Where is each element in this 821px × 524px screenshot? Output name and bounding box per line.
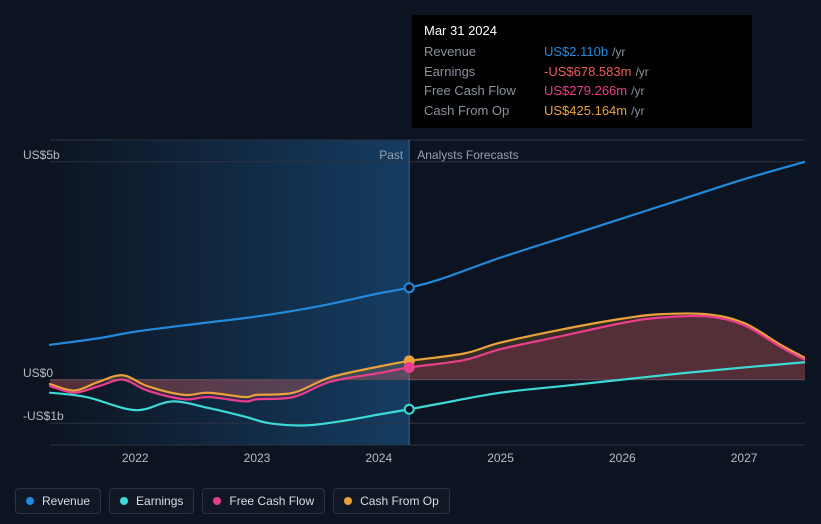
x-axis-label: 2022 — [122, 451, 149, 465]
tooltip-date: Mar 31 2024 — [424, 23, 740, 38]
legend-swatch — [26, 497, 34, 505]
legend-label: Earnings — [136, 494, 183, 508]
legend-label: Cash From Op — [360, 494, 439, 508]
tooltip-label: Earnings — [424, 62, 544, 82]
y-axis-label: US$5b — [23, 148, 60, 162]
x-axis-label: 2027 — [731, 451, 758, 465]
legend-item[interactable]: Earnings — [109, 488, 194, 514]
y-axis-label: -US$1b — [23, 409, 64, 423]
legend-label: Revenue — [42, 494, 90, 508]
legend-item[interactable]: Cash From Op — [333, 488, 450, 514]
x-axis-label: 2024 — [365, 451, 392, 465]
forecast-label: Analysts Forecasts — [417, 148, 518, 162]
tooltip-row: Free Cash FlowUS$279.266m/yr — [424, 81, 740, 101]
x-axis-label: 2023 — [244, 451, 271, 465]
x-axis-label: 2025 — [487, 451, 514, 465]
legend: Revenue Earnings Free Cash Flow Cash From O… — [15, 488, 450, 514]
tooltip-value: US$279.266m — [544, 81, 627, 101]
chart-tooltip: Mar 31 2024 RevenueUS$2.110b/yrEarnings-… — [412, 15, 752, 128]
tooltip-value: US$2.110b — [544, 42, 608, 62]
tooltip-row: Earnings-US$678.583m/yr — [424, 62, 740, 82]
tooltip-row: Cash From OpUS$425.164m/yr — [424, 101, 740, 121]
y-axis-label: US$0 — [23, 366, 53, 380]
legend-label: Free Cash Flow — [229, 494, 314, 508]
legend-swatch — [120, 497, 128, 505]
tooltip-suffix: /yr — [612, 43, 625, 61]
legend-swatch — [344, 497, 352, 505]
tooltip-value: US$425.164m — [544, 101, 627, 121]
x-axis-label: 2026 — [609, 451, 636, 465]
tooltip-value: -US$678.583m — [544, 62, 631, 82]
tooltip-suffix: /yr — [635, 63, 648, 81]
legend-swatch — [213, 497, 221, 505]
tooltip-suffix: /yr — [631, 102, 644, 120]
tooltip-row: RevenueUS$2.110b/yr — [424, 42, 740, 62]
tooltip-label: Cash From Op — [424, 101, 544, 121]
past-label: Past — [379, 148, 403, 162]
legend-item[interactable]: Free Cash Flow — [202, 488, 325, 514]
tooltip-label: Revenue — [424, 42, 544, 62]
legend-item[interactable]: Revenue — [15, 488, 101, 514]
tooltip-suffix: /yr — [631, 82, 644, 100]
tooltip-label: Free Cash Flow — [424, 81, 544, 101]
